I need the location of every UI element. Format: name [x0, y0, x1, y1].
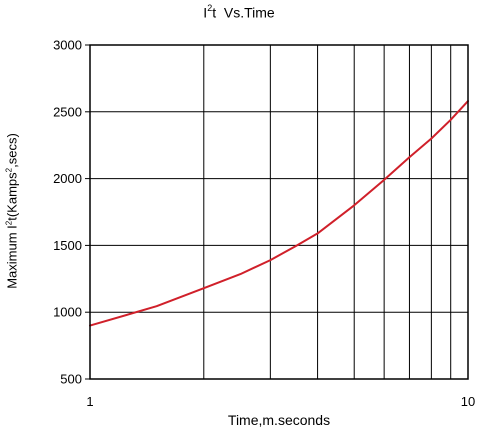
x-axis-label: Time,m.seconds: [227, 412, 331, 428]
x-tick-label: 10: [461, 394, 475, 409]
chart-title-sup: 2: [207, 3, 213, 13]
x-tick-label: 1: [86, 394, 93, 409]
chart-title-base: I: [203, 4, 208, 21]
series-layer: [89, 100, 469, 327]
y-tick-label: 1500: [53, 238, 82, 253]
y-label-sup1: 2: [4, 220, 14, 226]
y-label-part1: Maximum I: [4, 225, 20, 289]
y-tick-label: 1000: [53, 305, 82, 320]
y-label-sup2: 2: [4, 167, 14, 173]
grid-layer: [90, 45, 468, 379]
y-label-part3: ,secs): [4, 133, 20, 168]
y-tick-label: 500: [60, 372, 82, 387]
chart-title-rest: t Vs.Time: [212, 4, 275, 21]
y-tick-label: 2500: [53, 104, 82, 119]
y-tick-label: 3000: [53, 38, 82, 53]
chart-title: I2t Vs.Time: [0, 3, 478, 21]
tick-layer: 500 1000 1500 2000 2500 3000 1 10: [53, 38, 475, 410]
y-label-part2: t(Kamps: [4, 172, 20, 221]
series-line: [89, 100, 469, 327]
plot-frame: [89, 44, 469, 380]
y-tick-label: 2000: [53, 171, 82, 186]
